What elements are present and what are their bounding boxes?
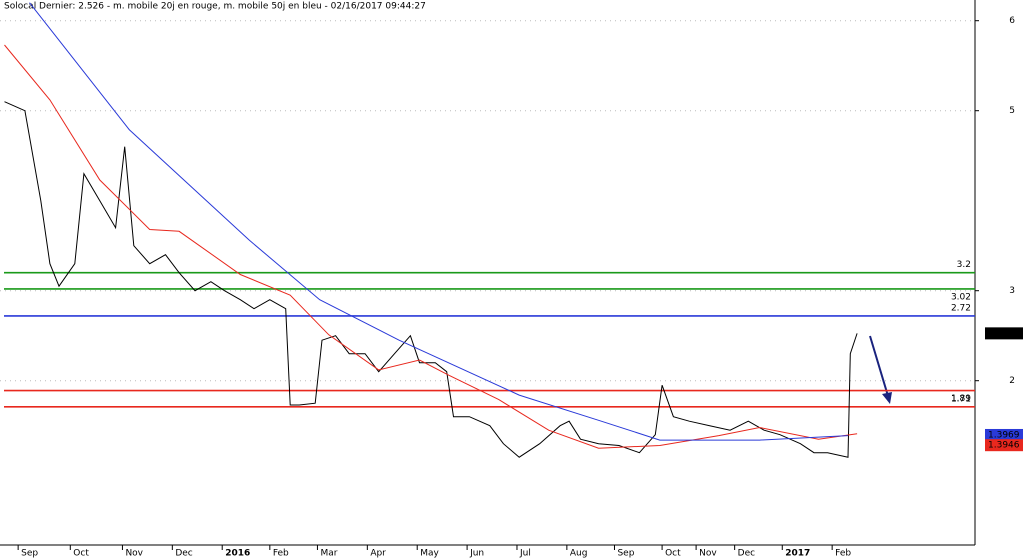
level-label: 3.02 [951, 292, 971, 302]
x-tick-label: Dec [175, 549, 192, 558]
y-tick-label: 2 [1009, 376, 1015, 386]
last-value-label: 1.3969 [988, 430, 1020, 440]
series-line [29, 2, 849, 441]
series-line [4, 44, 858, 449]
last-value-box [985, 439, 1023, 452]
x-tick-label: Sep [21, 549, 38, 558]
x-tick-label: May [420, 549, 439, 558]
x-tick-label: Jun [469, 549, 484, 558]
x-tick-label: Mar [320, 549, 337, 558]
x-tick-label: 2016 [225, 549, 250, 558]
x-tick-label: Aug [570, 549, 588, 558]
level-label: 1.71 [951, 394, 971, 404]
last-value-label: 1.3946 [988, 441, 1020, 451]
x-tick-label: Oct [73, 549, 89, 558]
level-label: 1.89 [951, 394, 971, 404]
x-tick-label: Feb [273, 549, 289, 558]
series-line [4, 101, 858, 458]
level-label: 3.2 [957, 260, 971, 270]
x-tick-label: Apr [370, 549, 386, 558]
level-label: 2.72 [951, 303, 971, 313]
y-tick-label: 3 [1009, 286, 1015, 296]
x-tick-label: Sep [617, 549, 634, 558]
last-value-box [985, 428, 1023, 441]
chart-title: Solocal Dernier: 2.526 - m. mobile 20j e… [4, 2, 426, 12]
x-tick-label: Feb [835, 549, 851, 558]
y-tick-label: 5 [1009, 106, 1015, 116]
x-tick-label: 2017 [785, 549, 810, 558]
x-tick-label: Nov [699, 549, 717, 558]
x-tick-label: Dec [738, 549, 755, 558]
x-tick-label: Oct [665, 549, 681, 558]
y-tick-label: 6 [1009, 16, 1015, 26]
last-value-box [985, 327, 1023, 340]
arrow-annotation [869, 335, 892, 404]
x-tick-label: Nov [125, 549, 143, 558]
x-tick-label: Jul [519, 549, 531, 558]
last-value-label: 2.526 [988, 329, 1014, 339]
